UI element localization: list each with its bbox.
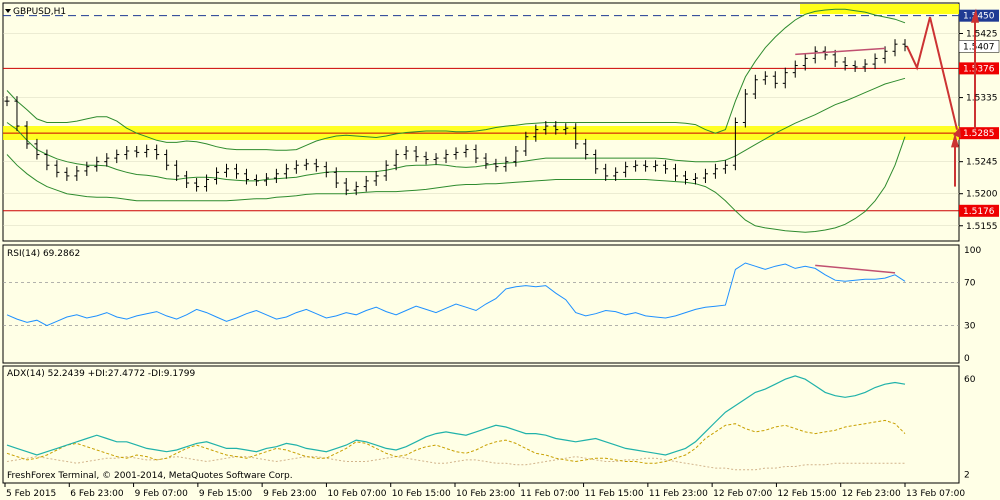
adx-pane-frame — [2, 365, 960, 484]
price-tick-label: 1.5425 — [966, 29, 998, 39]
price-level-badge — [959, 127, 999, 140]
time-tick-label: 9 Feb 07:00 — [135, 489, 189, 499]
price-pane-frame — [2, 2, 960, 242]
adx-layer: 60 2 — [6, 375, 976, 481]
current-price-badge — [958, 40, 1000, 53]
time-tick-label: 6 Feb 23:00 — [70, 489, 124, 499]
projection-up-arrowhead — [971, 8, 979, 23]
projection-path — [906, 16, 958, 130]
price-level-badge — [959, 62, 999, 75]
price-levels: 1.5450 1.5376 1.5285 1.5176 1.5407 — [3, 9, 1000, 217]
time-tick-label: 9 Feb 23:00 — [263, 489, 317, 499]
time-tick-label: 11 Feb 15:00 — [585, 489, 644, 499]
candles — [4, 39, 908, 196]
rsi-tick-label: 100 — [964, 246, 981, 256]
price-level-badge — [959, 204, 999, 217]
adx-line — [6, 375, 906, 456]
rsi-tick-label: 70 — [964, 278, 976, 288]
price-level-label: 1.5285 — [963, 129, 995, 139]
adx-tick-label: 60 — [964, 375, 976, 385]
current-price-label: 1.5407 — [963, 42, 995, 52]
bollinger-bands — [6, 8, 906, 233]
time-axis: 5 Feb 2015 6 Feb 23:00 9 Feb 07:00 9 Feb 15… — [4, 483, 965, 499]
rsi-tick-label: 0 — [964, 354, 970, 364]
price-level-label: 1.5176 — [963, 207, 995, 217]
time-tick-label: 10 Feb 07:00 — [327, 489, 386, 499]
symbol-triangle-icon — [5, 9, 11, 13]
di-minus-line — [6, 456, 905, 471]
time-tick-label: 9 Feb 15:00 — [199, 489, 253, 499]
price-tick-label: 1.5155 — [966, 222, 998, 232]
time-tick-label: 12 Feb 23:00 — [842, 489, 901, 499]
bb-middle-line — [6, 77, 906, 182]
time-tick-label: 10 Feb 15:00 — [392, 489, 451, 499]
price-divergence-line — [795, 47, 886, 56]
support-up-arrowhead — [951, 133, 959, 148]
time-tick-label: 13 Feb 07:00 — [906, 489, 965, 499]
price-tick-label: 1.5335 — [966, 94, 998, 104]
time-tick-label: 12 Feb 07:00 — [713, 489, 772, 499]
di-plus-line — [6, 419, 906, 464]
price-grid — [3, 33, 959, 227]
rsi-line — [6, 262, 906, 327]
time-tick-label: 11 Feb 07:00 — [520, 489, 579, 499]
price-level-label: 1.5450 — [963, 12, 995, 22]
bb-lower-line — [6, 136, 906, 233]
price-level-label: 1.5376 — [963, 64, 995, 74]
price-tick-label: 1.5200 — [966, 190, 998, 200]
rsi-pane-frame — [2, 244, 960, 364]
copyright-text: FreshForex Terminal, © 2001-2014, MetaQu… — [7, 471, 293, 481]
bb-upper-line — [6, 8, 906, 151]
annotations — [795, 8, 979, 187]
price-level-badge — [959, 9, 999, 22]
rsi-tick-label: 30 — [964, 322, 976, 332]
price-pane-title: GBPUSD,H1 — [13, 7, 66, 17]
price-tick-label: 1.5245 — [966, 158, 998, 168]
adx-pane-title: ADX(14) 52.2439 +DI:27.4772 -DI:9.1799 — [7, 369, 196, 379]
rsi-divergence-line — [815, 264, 896, 274]
price-axis: 1.5425 1.5335 1.5245 1.5200 1.5155 — [959, 29, 998, 232]
resistance-highlight-zone — [800, 4, 959, 14]
time-tick-label: 11 Feb 23:00 — [649, 489, 708, 499]
rsi-pane-title: RSI(14) 69.2862 — [7, 249, 80, 259]
time-tick-label: 12 Feb 15:00 — [777, 489, 836, 499]
time-tick-label: 10 Feb 23:00 — [456, 489, 515, 499]
rsi-layer: 100 70 30 0 — [3, 246, 981, 364]
adx-tick-label: 2 — [964, 471, 970, 481]
time-tick-label: 5 Feb 2015 — [6, 489, 56, 499]
